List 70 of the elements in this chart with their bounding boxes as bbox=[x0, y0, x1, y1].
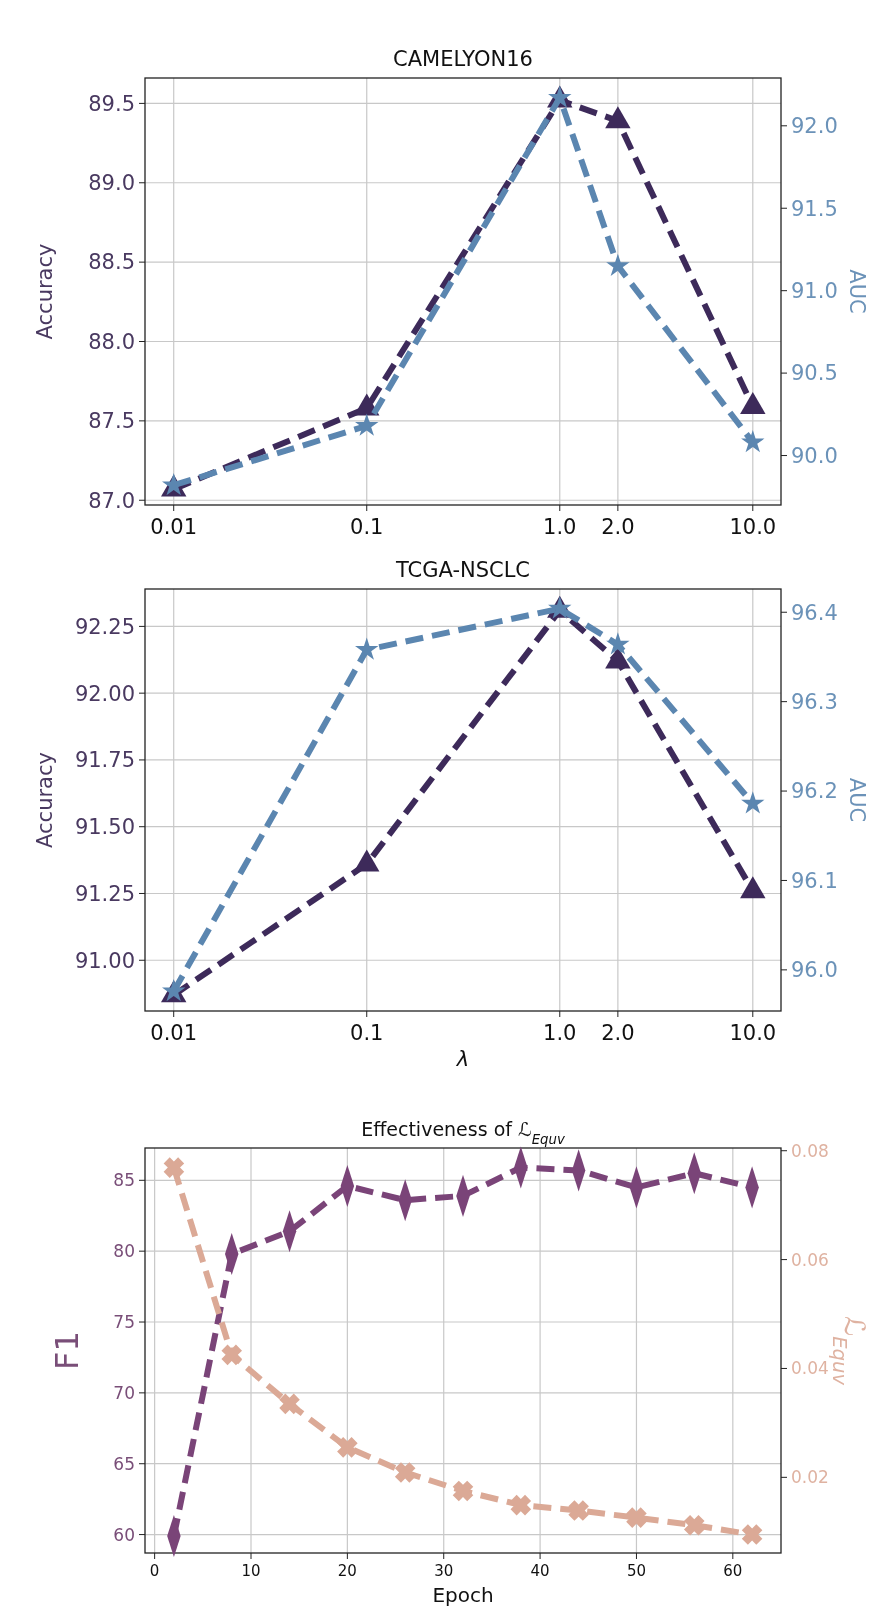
chart-title: CAMELYON16 bbox=[393, 47, 533, 71]
y-tick-label: 88.5 bbox=[88, 250, 135, 275]
x-tick-label: 30 bbox=[434, 1562, 454, 1580]
x-tick-label: 10 bbox=[241, 1562, 261, 1580]
x-axis-title: Epoch bbox=[432, 1583, 494, 1607]
chart-title: TCGA-NSCLC bbox=[394, 558, 531, 582]
y2-tick-label: 96.4 bbox=[791, 600, 838, 625]
x-axis-title: λ bbox=[455, 1047, 470, 1071]
y2-tick-label: 0.08 bbox=[791, 1140, 829, 1161]
point bbox=[683, 1514, 705, 1536]
x-tick-label: 0.01 bbox=[150, 515, 198, 539]
x-tick-label: 0 bbox=[149, 1562, 160, 1580]
y-tick-label: 88.0 bbox=[88, 329, 135, 354]
y-tick-label: 89.0 bbox=[88, 171, 135, 196]
x-tick-label: 20 bbox=[337, 1562, 357, 1580]
y2-axis-title: AUC bbox=[845, 269, 869, 314]
y-axis-title: F1 bbox=[48, 1331, 86, 1370]
y-tick-label: 87.5 bbox=[88, 409, 135, 434]
chart-title: Effectiveness of ℒ$_{Equv}$ bbox=[361, 1118, 566, 1147]
y-axis-title: Accuracy bbox=[33, 752, 57, 848]
y2-axis-title: AUC bbox=[845, 777, 869, 823]
y2-tick-label: 90.0 bbox=[791, 443, 838, 468]
y-tick-label: 70 bbox=[113, 1382, 135, 1403]
y-tick-label: 85 bbox=[113, 1170, 135, 1191]
y-tick-label: 91.50 bbox=[74, 815, 135, 840]
y-tick-label: 80 bbox=[113, 1241, 135, 1262]
y2-tick-label: 91.0 bbox=[791, 279, 838, 304]
point bbox=[337, 1437, 358, 1458]
y-tick-label: 92.00 bbox=[74, 681, 135, 706]
y-tick-label: 91.75 bbox=[74, 748, 135, 773]
y2-tick-label: 0.02 bbox=[791, 1467, 829, 1488]
x-tick-label: 10.0 bbox=[729, 515, 777, 539]
y-axis-title: Accuracy bbox=[33, 243, 57, 340]
y-tick-label: 87.0 bbox=[88, 488, 135, 513]
y-tick-label: 91.00 bbox=[74, 948, 135, 973]
y2-tick-label: 91.5 bbox=[791, 196, 838, 221]
y-tick-label: 91.25 bbox=[74, 881, 135, 906]
x-tick-label: 1.0 bbox=[543, 1021, 577, 1045]
y-tick-label: 65 bbox=[113, 1453, 135, 1474]
point bbox=[221, 1344, 243, 1366]
y2-tick-label: 0.06 bbox=[791, 1249, 829, 1270]
x-tick-label: 10.0 bbox=[729, 1021, 777, 1045]
y2-tick-label: 96.1 bbox=[791, 868, 838, 893]
point bbox=[452, 1480, 474, 1502]
x-tick-label: 0.01 bbox=[150, 1021, 198, 1045]
y2-tick-label: 96.2 bbox=[791, 779, 838, 804]
y2-tick-label: 96.0 bbox=[791, 958, 838, 983]
x-tick-label: 0.1 bbox=[350, 1021, 384, 1045]
y2-tick-label: 0.04 bbox=[791, 1358, 829, 1379]
y2-tick-label: 96.3 bbox=[791, 690, 838, 714]
point bbox=[394, 1462, 416, 1483]
point bbox=[626, 1507, 647, 1528]
x-tick-label: 0.1 bbox=[350, 515, 384, 539]
point bbox=[741, 1524, 763, 1545]
y2-tick-label: 92.0 bbox=[791, 114, 838, 139]
point bbox=[163, 1157, 185, 1178]
y-tick-label: 89.5 bbox=[88, 91, 135, 116]
point bbox=[568, 1500, 589, 1521]
x-tick-label: 50 bbox=[626, 1562, 646, 1580]
point bbox=[510, 1494, 532, 1516]
y-tick-label: 60 bbox=[113, 1524, 135, 1545]
y-tick-label: 75 bbox=[113, 1311, 135, 1332]
y2-tick-label: 90.5 bbox=[791, 361, 838, 386]
point bbox=[279, 1393, 300, 1415]
x-tick-label: 2.0 bbox=[601, 1021, 635, 1045]
x-tick-label: 2.0 bbox=[601, 515, 635, 539]
x-tick-label: 40 bbox=[530, 1562, 550, 1580]
x-tick-label: 1.0 bbox=[543, 515, 577, 539]
y-tick-label: 92.25 bbox=[74, 614, 135, 639]
x-tick-label: 60 bbox=[723, 1562, 743, 1580]
